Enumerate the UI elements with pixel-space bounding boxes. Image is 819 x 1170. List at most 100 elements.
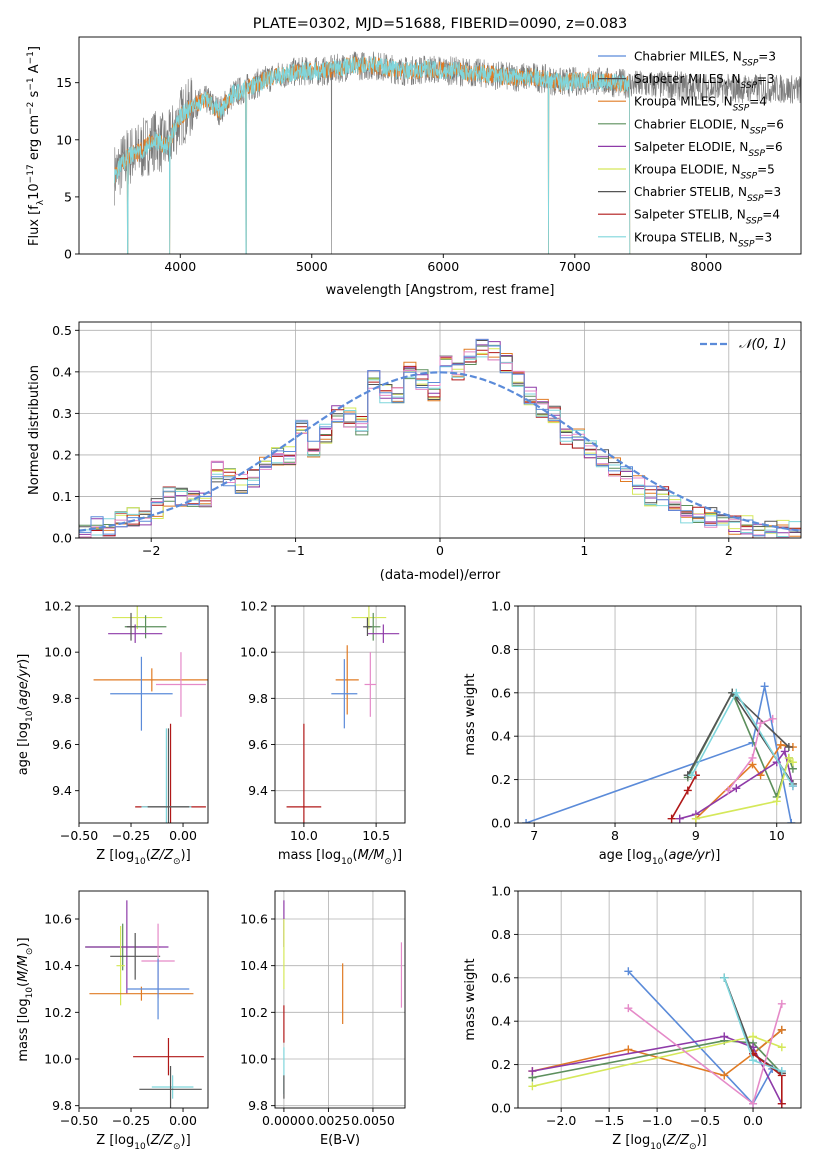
- axes-frame: [517, 605, 802, 824]
- y-tick-label: 0.6: [491, 970, 511, 985]
- legend-entry: Salpeter ELODIE, NSSP=6: [634, 140, 783, 159]
- series-marker: [522, 819, 531, 823]
- axes-frame: [78, 890, 209, 1109]
- label-part: Salpeter MILES, N: [634, 72, 741, 86]
- series-line: [695, 756, 794, 820]
- label-part: SSP: [741, 81, 758, 91]
- series-marker: [624, 1045, 633, 1054]
- label-part: ]: [186, 848, 191, 863]
- y-tick-label: 0.2: [491, 772, 511, 787]
- y-tick-label: 9.8: [248, 691, 268, 706]
- y-tick-label: 9.6: [248, 737, 268, 752]
- label-part: =3: [758, 50, 776, 64]
- label-part: =4: [762, 208, 780, 222]
- label-part: Z [: [96, 1133, 114, 1148]
- label-part: age/yr: [668, 848, 711, 863]
- label-part: (: [146, 1133, 151, 1148]
- series-marker: [788, 758, 797, 767]
- label-part: Kroupa ELODIE, N: [634, 163, 741, 177]
- series-marker: [777, 999, 786, 1008]
- x-axis-label: age [log10(age/yr)]: [599, 848, 721, 867]
- legend-entry: Chabrier MILES, NSSP=3: [634, 50, 776, 69]
- y-tick-label: 0.5: [52, 323, 72, 338]
- legend-entry: 𝒩(0, 1): [739, 337, 786, 352]
- series-marker: [732, 784, 741, 793]
- y-tick-label: 1.0: [491, 884, 511, 899]
- series-marker: [691, 814, 700, 823]
- label-part: log: [16, 998, 31, 1018]
- x-tick-label: −0.25: [112, 1113, 150, 1128]
- x-axis-label: E(B-V): [320, 1133, 360, 1148]
- y-tick-label: 10.2: [44, 1005, 72, 1020]
- y-tick-label: 1.0: [491, 599, 511, 614]
- x-tick-label: −0.5: [690, 1113, 720, 1128]
- label-part: erg cm: [27, 115, 42, 164]
- label-part: Chabrier MILES, N: [634, 50, 742, 64]
- label-part: 10: [650, 1142, 662, 1152]
- legend-entry: Chabrier STELIB, NSSP=3: [634, 185, 781, 204]
- y-tick-label: 10.6: [44, 912, 72, 927]
- y-tick-label: 9.4: [52, 783, 72, 798]
- legend-entry: Kroupa MILES, NSSP=4: [634, 95, 767, 114]
- spectrum-model-line: [114, 55, 631, 254]
- label-part: ): [697, 1133, 702, 1148]
- x-tick-label: −1: [286, 543, 304, 558]
- series-marker: [784, 743, 793, 752]
- legend-entry: Kroupa STELIB, NSSP=3: [634, 230, 772, 249]
- series-marker: [777, 1067, 786, 1076]
- x-tick-label: −0.50: [60, 1113, 98, 1128]
- label-part: (: [663, 848, 668, 863]
- axes-frame: [274, 605, 406, 824]
- series-marker: [777, 1025, 786, 1034]
- label-part: 10: [27, 183, 42, 200]
- series-marker: [687, 771, 696, 780]
- x-tick-label: −1.0: [642, 1113, 672, 1128]
- y-axis-label: Flux [fλ10−17 erg cm−2 s−1 A−1]: [26, 46, 46, 246]
- label-part: ⊙: [25, 948, 35, 956]
- axes-frame: [78, 36, 802, 255]
- series-marker: [776, 740, 785, 749]
- normal-curve: [79, 371, 801, 532]
- y-tick-label: 10.0: [44, 645, 72, 660]
- label-part: E(B-V): [320, 1133, 360, 1148]
- label-part: SSP: [746, 217, 763, 227]
- y-tick-label: 9.8: [52, 691, 72, 706]
- label-part: 10: [134, 857, 146, 867]
- x-tick-label: 7: [530, 828, 538, 843]
- series-marker: [760, 682, 769, 691]
- y-tick-label: 0.4: [52, 364, 72, 379]
- label-part: ): [181, 1133, 186, 1148]
- y-tick-label: 10.0: [240, 645, 268, 660]
- y-axis-label: mass weight: [463, 958, 478, 1040]
- x-tick-label: 0.0: [743, 1113, 763, 1128]
- x-axis-label: wavelength [Angstrom, rest frame]: [326, 283, 555, 298]
- y-axis-label: mass weight: [463, 673, 478, 755]
- label-part: 10: [134, 1142, 146, 1152]
- series-marker: [777, 1099, 786, 1108]
- y-tick-label: 0.0: [491, 816, 511, 831]
- axes-frame: [517, 890, 802, 1109]
- label-part: ⊙: [689, 1142, 697, 1152]
- label-part: SSP: [733, 104, 750, 114]
- label-part: ]: [397, 848, 402, 863]
- axes-frame: [274, 890, 406, 1109]
- axes-frame: [78, 605, 209, 824]
- label-part: mass [: [16, 1018, 31, 1061]
- series-marker: [748, 753, 757, 762]
- label-part: ): [16, 659, 31, 664]
- x-tick-label: 0.0025: [307, 1113, 351, 1128]
- label-part: (: [146, 848, 151, 863]
- label-part: λ: [36, 199, 46, 205]
- label-part: SSP: [742, 59, 759, 69]
- y-tick-label: 9.4: [248, 783, 268, 798]
- series-marker: [724, 786, 733, 795]
- label-part: log: [16, 722, 31, 742]
- x-tick-label: 5000: [296, 259, 328, 274]
- x-tick-label: −1.5: [594, 1113, 624, 1128]
- y-tick-label: 0: [64, 247, 72, 262]
- x-tick-label: 0: [436, 543, 444, 558]
- y-tick-label: 9.6: [52, 737, 72, 752]
- series-marker: [720, 973, 729, 982]
